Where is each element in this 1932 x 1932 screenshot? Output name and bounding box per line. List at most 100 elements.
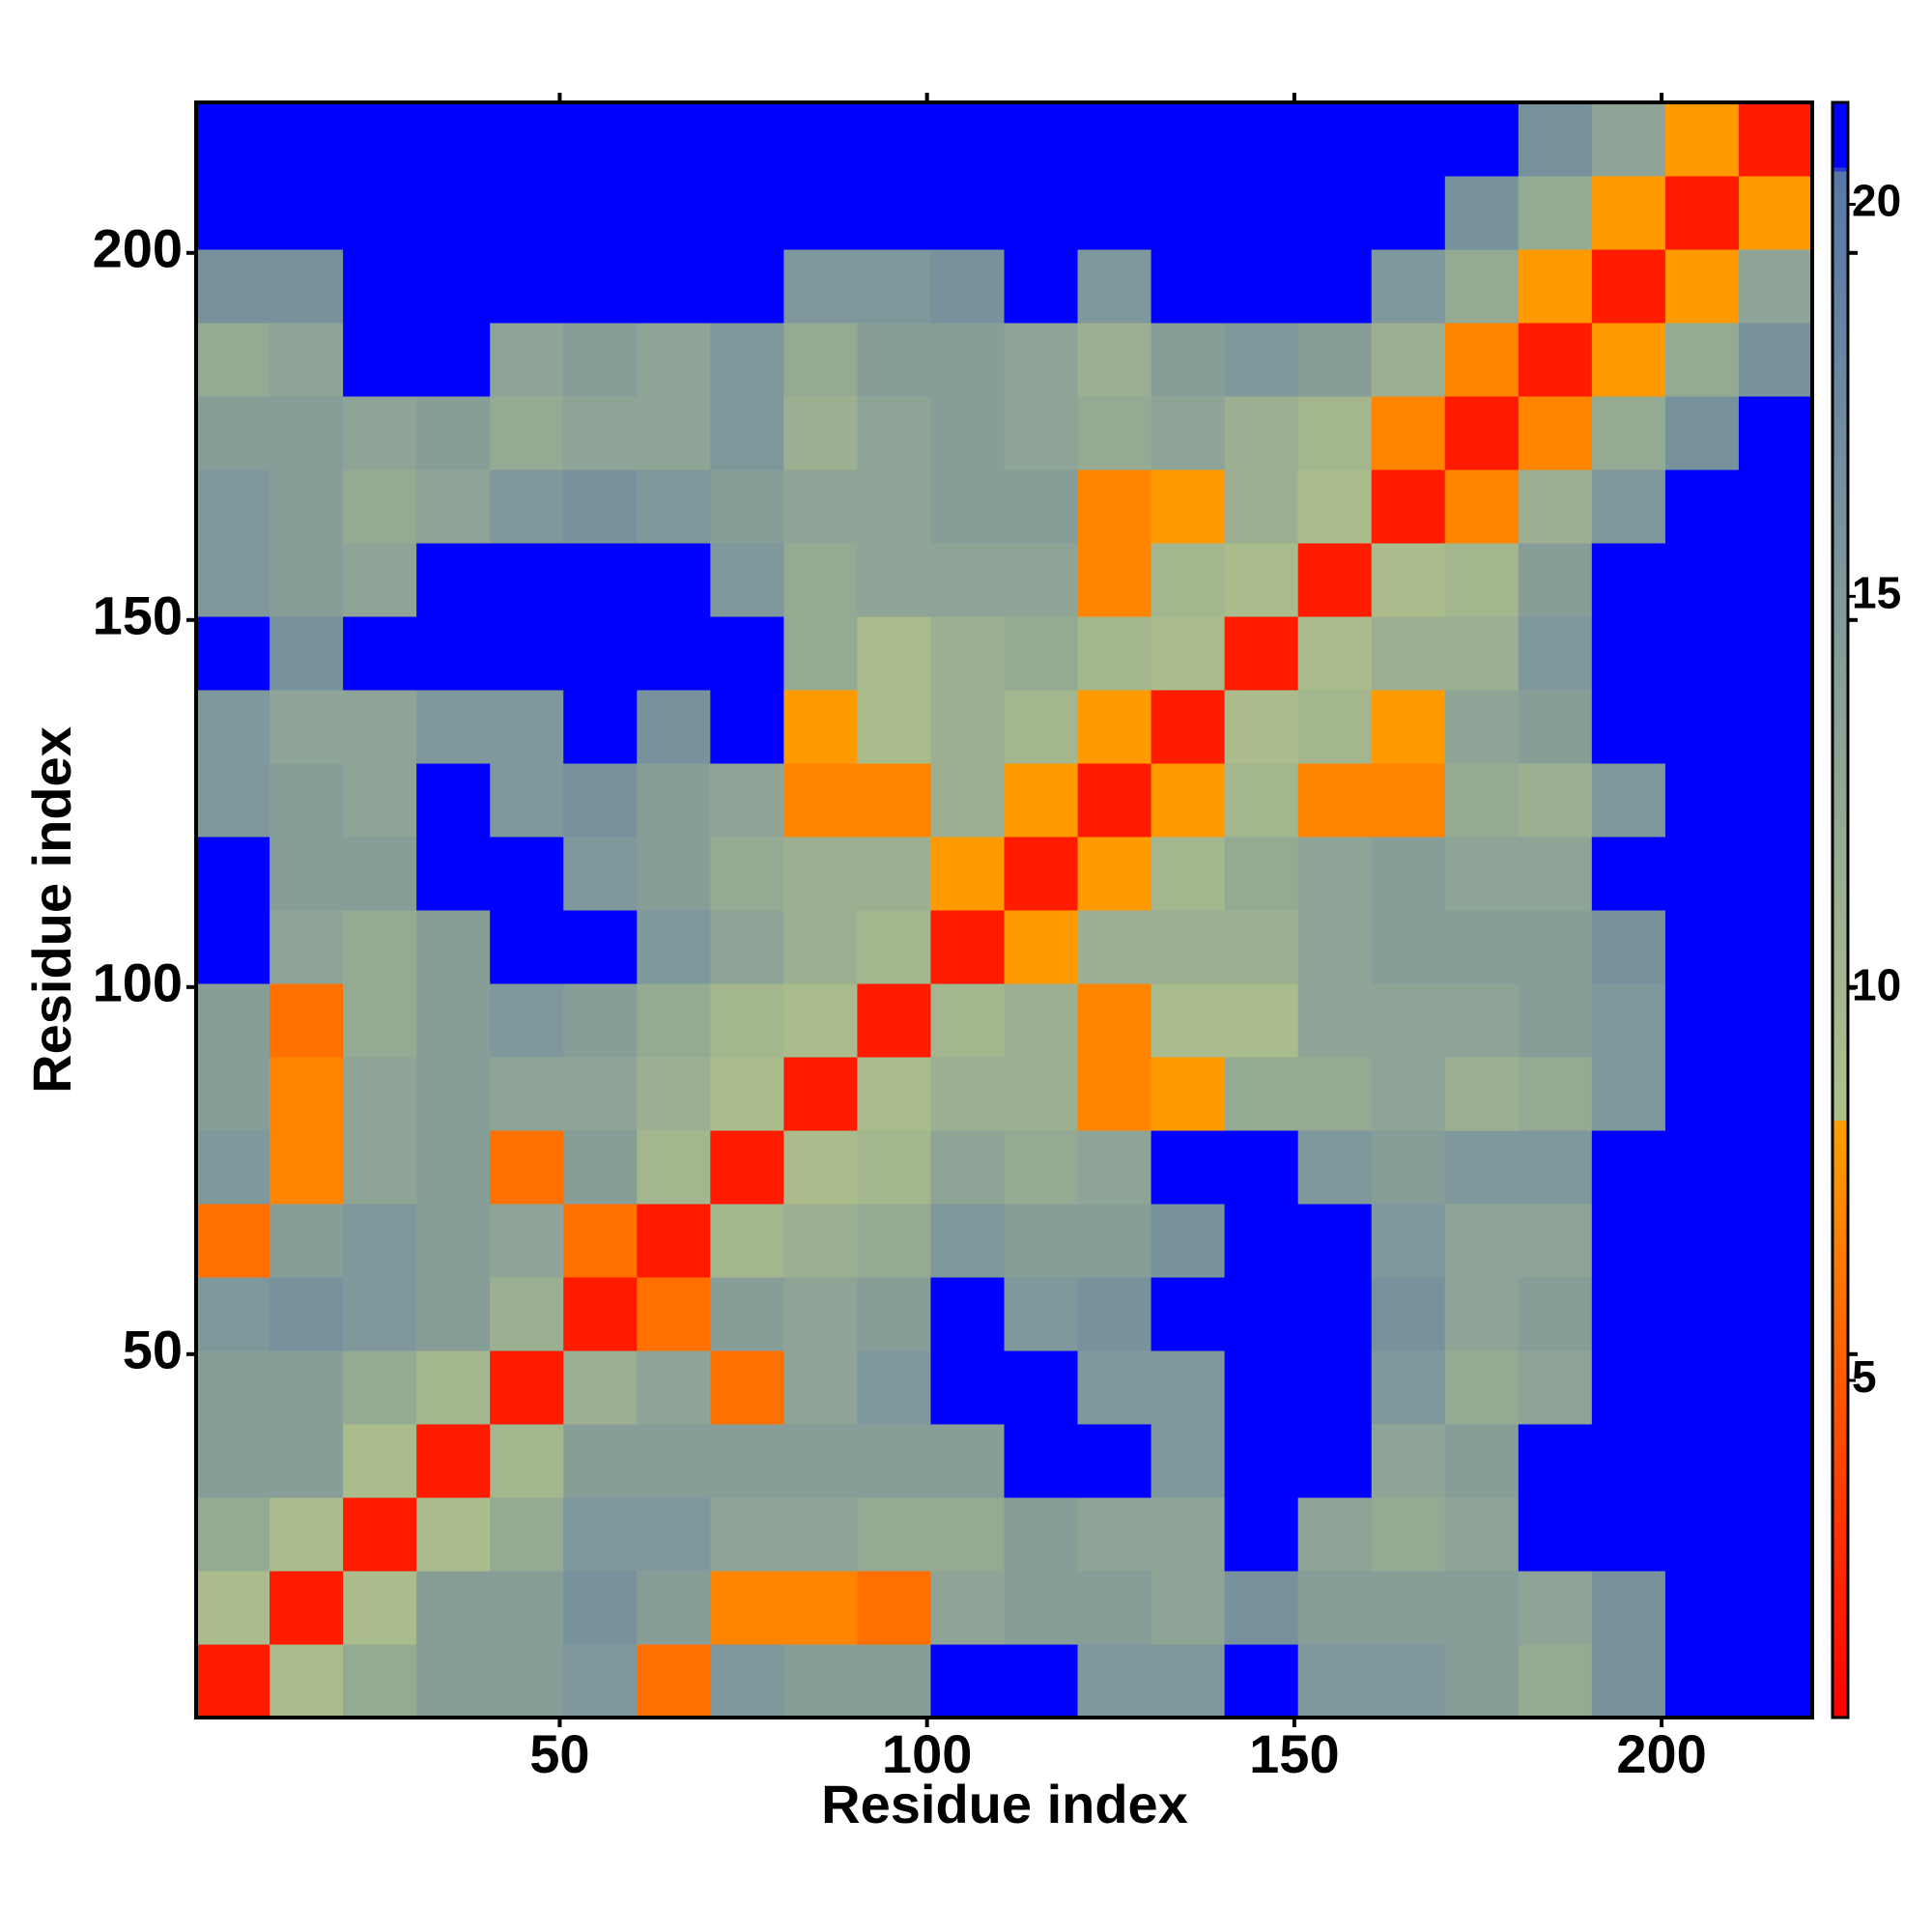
heatmap-cell xyxy=(343,176,417,250)
colorbar-step xyxy=(1833,1083,1848,1089)
colorbar-step xyxy=(1833,462,1848,467)
colorbar-tick-label: 5 xyxy=(1852,1351,1877,1402)
heatmap-cell xyxy=(1077,1571,1152,1645)
colorbar-step xyxy=(1833,1353,1848,1359)
colorbar-step xyxy=(1833,1544,1848,1549)
heatmap-cell xyxy=(1371,249,1446,324)
colorbar-step xyxy=(1833,530,1848,535)
colorbar-step xyxy=(1833,1357,1848,1363)
colorbar-step xyxy=(1833,1123,1848,1129)
heatmap-cell xyxy=(1518,983,1593,1058)
heatmap-cell xyxy=(710,1057,784,1131)
heatmap-cell xyxy=(1004,1644,1079,1719)
heatmap-cell xyxy=(783,543,858,617)
heatmap-cell xyxy=(1151,249,1226,324)
heatmap-cell xyxy=(857,176,931,250)
colorbar-step xyxy=(1833,296,1848,301)
heatmap-cell xyxy=(710,983,784,1058)
heatmap-cell xyxy=(1738,690,1813,764)
x-tick-label: 150 xyxy=(1249,1723,1339,1784)
heatmap-cell xyxy=(1738,763,1813,838)
heatmap-cell xyxy=(416,1204,491,1278)
heatmap-cell xyxy=(857,1571,931,1645)
heatmap-cell xyxy=(857,763,931,838)
heatmap-cell xyxy=(1518,1350,1593,1425)
colorbar-step xyxy=(1833,522,1848,527)
colorbar-step xyxy=(1833,486,1848,491)
colorbar-step xyxy=(1833,1535,1848,1541)
heatmap-cell xyxy=(857,910,931,984)
heatmap-cell xyxy=(1077,1204,1152,1278)
heatmap-cell xyxy=(1664,176,1740,250)
colorbar-step xyxy=(1833,1633,1848,1637)
colorbar xyxy=(1833,102,1848,1719)
x-tick-label: 200 xyxy=(1616,1723,1706,1784)
heatmap-cell xyxy=(637,763,711,838)
colorbar-step xyxy=(1833,1398,1848,1404)
colorbar-step xyxy=(1833,1136,1848,1141)
heatmap-cell xyxy=(637,396,711,470)
heatmap-cell xyxy=(1738,1204,1813,1278)
colorbar-step xyxy=(1833,1333,1848,1339)
colorbar-step xyxy=(1833,1657,1848,1662)
colorbar-step xyxy=(1833,950,1848,955)
heatmap-cell xyxy=(710,1424,784,1498)
heatmap-cell xyxy=(1664,323,1740,397)
colorbar-step xyxy=(1833,122,1848,128)
colorbar-step xyxy=(1833,942,1848,948)
colorbar-step xyxy=(1833,1579,1848,1585)
heatmap-cell xyxy=(1077,1644,1152,1719)
heatmap-cell xyxy=(490,837,564,911)
heatmap-cell xyxy=(1738,983,1813,1058)
colorbar-step xyxy=(1833,1155,1848,1161)
heatmap-cell xyxy=(710,1204,784,1278)
colorbar-step xyxy=(1833,922,1848,927)
heatmap-cell xyxy=(1077,910,1152,984)
heatmap-cell xyxy=(270,176,344,250)
heatmap-cell xyxy=(930,616,1005,691)
heatmap-cell xyxy=(196,910,270,984)
heatmap-cell xyxy=(270,910,344,984)
heatmap-cell xyxy=(1151,323,1226,397)
heatmap-cell xyxy=(1224,616,1299,691)
colorbar-step xyxy=(1833,1442,1848,1448)
colorbar-step xyxy=(1833,405,1848,411)
colorbar-step xyxy=(1833,279,1848,285)
heatmap-cell xyxy=(1077,983,1152,1058)
heatmap-cell xyxy=(783,176,858,250)
heatmap-cell xyxy=(1591,102,1666,177)
heatmap-cell xyxy=(710,1350,784,1425)
colorbar-step xyxy=(1833,1205,1848,1209)
colorbar-step xyxy=(1833,106,1848,111)
colorbar-step xyxy=(1833,271,1848,277)
colorbar-step xyxy=(1833,1677,1848,1682)
heatmap-cell xyxy=(1077,176,1152,250)
colorbar-step xyxy=(1833,796,1848,802)
colorbar-step xyxy=(1833,473,1848,479)
colorbar-step xyxy=(1833,316,1848,322)
colorbar-step xyxy=(1833,748,1848,753)
heatmap-cell xyxy=(1444,1571,1520,1645)
heatmap-cell xyxy=(710,469,784,544)
colorbar-step xyxy=(1833,255,1848,261)
heatmap-cell xyxy=(1591,1277,1666,1351)
heatmap-cell xyxy=(563,1571,638,1645)
heatmap-cell xyxy=(1224,1424,1299,1498)
heatmap-cell xyxy=(1297,1277,1373,1351)
colorbar-step xyxy=(1833,1329,1848,1335)
heatmap-cell xyxy=(490,469,564,544)
colorbar-step xyxy=(1833,696,1848,701)
colorbar-step xyxy=(1833,897,1848,903)
heatmap-cell xyxy=(1664,249,1740,324)
colorbar-step xyxy=(1833,720,1848,725)
colorbar-step xyxy=(1833,1253,1848,1259)
heatmap-cell xyxy=(637,543,711,617)
colorbar-step xyxy=(1833,1386,1848,1392)
heatmap-cell xyxy=(1371,323,1446,397)
colorbar-step xyxy=(1833,1455,1848,1461)
colorbar-step xyxy=(1833,1325,1848,1331)
colorbar-step xyxy=(1833,635,1848,640)
heatmap-cell xyxy=(1077,396,1152,470)
colorbar-step xyxy=(1833,1293,1848,1298)
colorbar-step xyxy=(1833,1346,1848,1351)
